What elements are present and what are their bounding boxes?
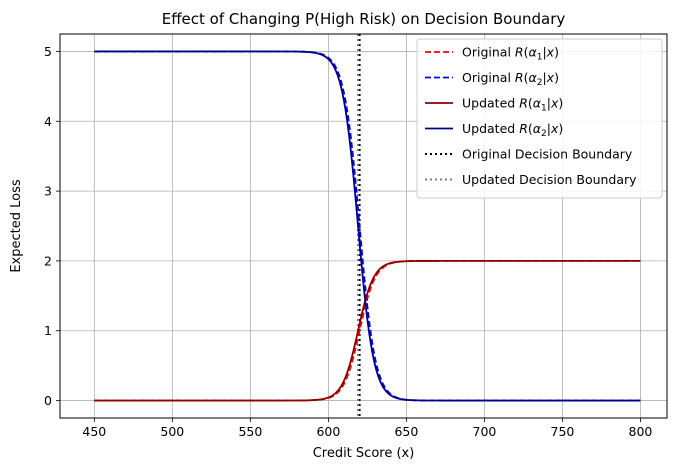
y-tick-label: 3 bbox=[44, 184, 52, 199]
plot-frame bbox=[59, 33, 668, 419]
legend-label: Original Decision Boundary bbox=[462, 147, 633, 162]
y-tick-label: 5 bbox=[44, 44, 52, 59]
y-tick-label: 4 bbox=[44, 114, 52, 129]
y-tick-label: 2 bbox=[44, 253, 52, 268]
x-tick-label: 550 bbox=[238, 424, 262, 439]
x-tick-label: 500 bbox=[160, 424, 184, 439]
x-tick-label: 650 bbox=[394, 424, 418, 439]
chart-title: Effect of Changing P(High Risk) on Decis… bbox=[162, 10, 566, 28]
legend-label: Original R(α2|x) bbox=[462, 70, 559, 88]
series-line-3 bbox=[94, 50, 641, 402]
x-tick-label: 450 bbox=[82, 424, 106, 439]
legend-label: Updated R(α2|x) bbox=[462, 121, 563, 139]
legend-label: Updated Decision Boundary bbox=[462, 172, 637, 187]
legend-label: Original R(α1|x) bbox=[462, 45, 559, 63]
x-tick-label: 600 bbox=[316, 424, 340, 439]
legend-box bbox=[416, 38, 663, 199]
x-axis-title: Credit Score (x) bbox=[313, 446, 415, 461]
x-tick-label: 750 bbox=[551, 424, 575, 439]
y-tick-label: 0 bbox=[44, 393, 52, 408]
legend-label: Updated R(α1|x) bbox=[462, 96, 563, 114]
axis-ticks: 450 500 550 600 650 700 750 800 0 1 2 3 4 5 bbox=[44, 44, 652, 439]
x-tick-label: 700 bbox=[473, 424, 497, 439]
y-tick-label: 1 bbox=[44, 323, 52, 338]
series-lines bbox=[94, 50, 641, 402]
series-line-2 bbox=[94, 260, 641, 402]
legend: Original R(α1|x) Original R(α2|x) Updated … bbox=[416, 38, 663, 199]
y-axis-title: Expected Loss bbox=[9, 179, 24, 273]
x-tick-label: 800 bbox=[629, 424, 653, 439]
